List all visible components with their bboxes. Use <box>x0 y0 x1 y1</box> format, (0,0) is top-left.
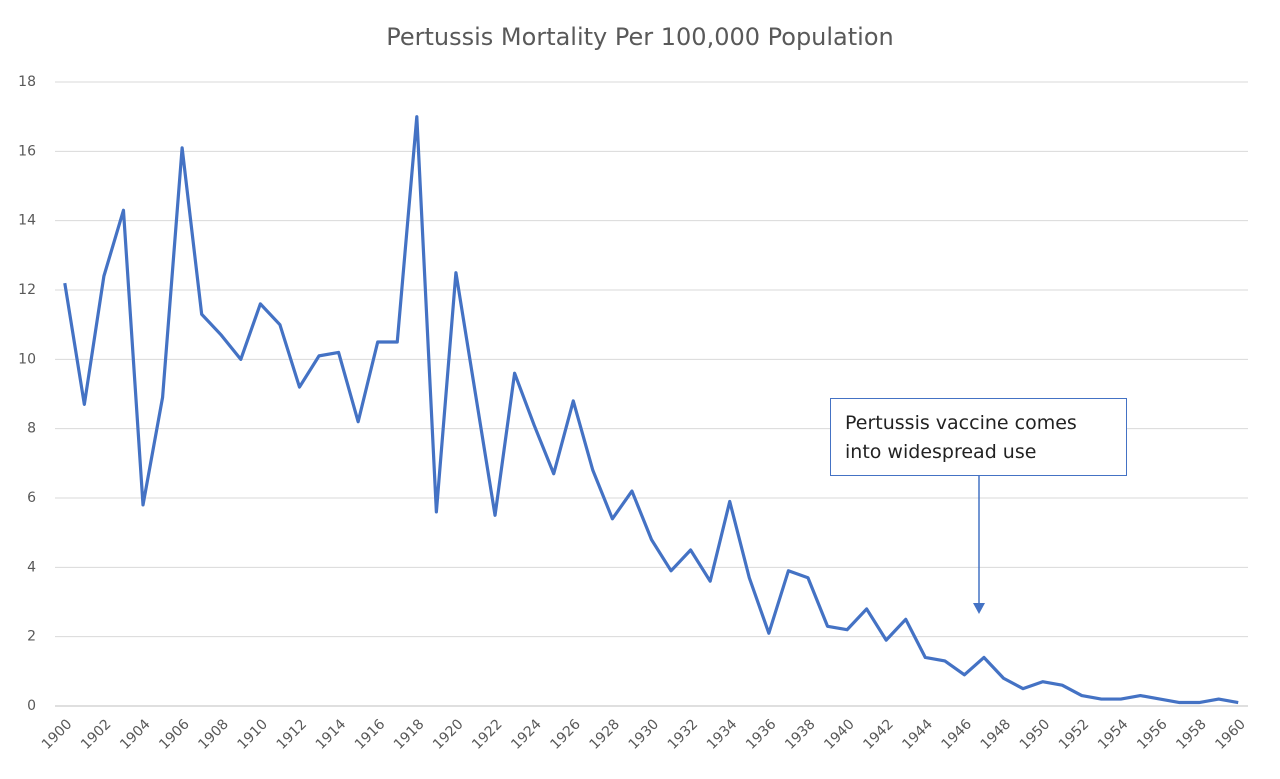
x-tick-label: 1918 <box>391 716 428 753</box>
x-tick-label: 1914 <box>313 716 350 753</box>
x-tick-label: 1916 <box>352 716 389 753</box>
x-tick-label: 1946 <box>939 716 976 753</box>
y-tick-label: 2 <box>27 629 36 645</box>
x-tick-label: 1960 <box>1212 716 1249 753</box>
x-tick-label: 1926 <box>547 716 584 753</box>
x-tick-label: 1910 <box>234 716 271 753</box>
y-tick-label: 4 <box>27 559 36 575</box>
x-tick-label: 1912 <box>274 716 311 753</box>
y-tick-label: 10 <box>18 351 36 367</box>
x-tick-label: 1944 <box>899 716 936 753</box>
x-tick-label: 1902 <box>78 716 115 753</box>
y-tick-label: 16 <box>18 143 36 159</box>
x-tick-label: 1940 <box>821 716 858 753</box>
x-tick-label: 1930 <box>626 716 663 753</box>
x-tick-label: 1920 <box>430 716 467 753</box>
x-tick-label: 1942 <box>860 716 897 753</box>
x-tick-label: 1932 <box>665 716 702 753</box>
y-tick-label: 6 <box>27 490 36 506</box>
x-tick-label: 1948 <box>978 716 1015 753</box>
x-tick-label: 1908 <box>195 716 232 753</box>
y-tick-label: 0 <box>27 698 36 714</box>
x-tick-label: 1956 <box>1134 716 1171 753</box>
y-tick-label: 8 <box>27 421 36 437</box>
x-tick-label: 1904 <box>117 716 154 753</box>
line <box>63 115 1239 705</box>
annotation-arrowhead <box>973 603 985 614</box>
x-tick-label: 1950 <box>1017 716 1054 753</box>
annotation: Pertussis vaccine comes into widespread … <box>830 398 1127 476</box>
x-tick-label: 1936 <box>743 716 780 753</box>
y-tick-label: 12 <box>18 282 36 298</box>
x-tick-label: 1922 <box>469 716 506 753</box>
y-tick-label: 14 <box>18 213 36 229</box>
x-tick-label: 1924 <box>508 716 545 753</box>
x-tick-label: 1958 <box>1173 716 1210 753</box>
y-tick-label: 18 <box>18 74 36 90</box>
x-tick-label: 1938 <box>782 716 819 753</box>
x-tick-label: 1928 <box>587 716 624 753</box>
x-tick-label: 1954 <box>1095 716 1132 753</box>
x-tick-label: 1900 <box>39 716 76 753</box>
chart-title: Pertussis Mortality Per 100,000 Populati… <box>386 23 893 51</box>
x-tick-label: 1934 <box>704 716 741 753</box>
x-tick-label: 1906 <box>156 716 193 753</box>
x-tick-label: 1952 <box>1056 716 1093 753</box>
